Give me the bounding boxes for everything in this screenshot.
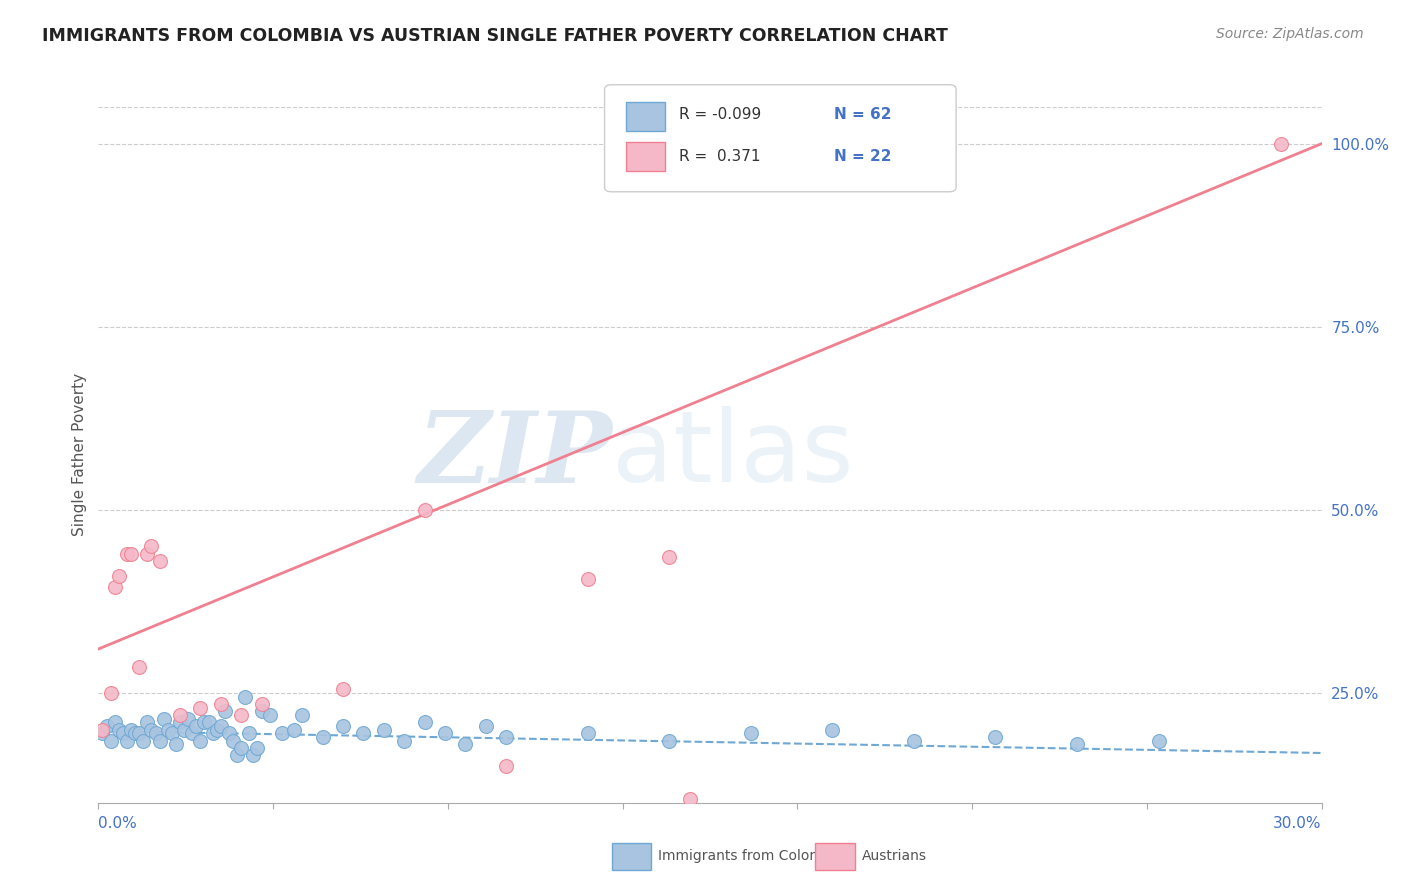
Point	[149, 554, 172, 568]
Point	[392, 733, 416, 747]
Point	[231, 707, 253, 722]
Point	[115, 733, 138, 747]
Point	[291, 707, 314, 722]
Point	[193, 715, 215, 730]
Point	[218, 726, 240, 740]
Point	[181, 726, 204, 740]
Point	[214, 704, 236, 718]
Point	[332, 682, 354, 697]
Point	[91, 723, 114, 737]
Text: IMMIGRANTS FROM COLOMBIA VS AUSTRIAN SINGLE FATHER POVERTY CORRELATION CHART: IMMIGRANTS FROM COLOMBIA VS AUSTRIAN SIN…	[42, 27, 948, 45]
Point	[270, 726, 294, 740]
Point	[434, 726, 457, 740]
Point	[152, 712, 174, 726]
Text: 30.0%: 30.0%	[1274, 816, 1322, 831]
Text: Immigrants from Colombia: Immigrants from Colombia	[658, 849, 844, 863]
Point	[283, 723, 305, 737]
Point	[120, 723, 142, 737]
Text: Source: ZipAtlas.com: Source: ZipAtlas.com	[1216, 27, 1364, 41]
Point	[128, 660, 150, 674]
Point	[903, 733, 925, 747]
Point	[226, 748, 249, 763]
Point	[145, 726, 167, 740]
Point	[576, 726, 599, 740]
Text: Austrians: Austrians	[862, 849, 927, 863]
Point	[165, 737, 187, 751]
Point	[238, 726, 260, 740]
Point	[233, 690, 256, 704]
Point	[120, 547, 142, 561]
Point	[658, 733, 681, 747]
Point	[141, 723, 163, 737]
Point	[169, 715, 191, 730]
Point	[495, 759, 517, 773]
Point	[132, 733, 155, 747]
Point	[312, 730, 335, 744]
Point	[474, 719, 498, 733]
Point	[197, 715, 219, 730]
Point	[91, 726, 114, 740]
Point	[205, 723, 228, 737]
Point	[576, 573, 599, 587]
Point	[413, 715, 436, 730]
Point	[352, 726, 374, 740]
Point	[209, 697, 232, 711]
Point	[246, 740, 269, 755]
Point	[136, 547, 159, 561]
Point	[115, 547, 138, 561]
Text: N = 22: N = 22	[834, 149, 891, 163]
Point	[188, 700, 212, 714]
Y-axis label: Single Father Poverty: Single Father Poverty	[72, 374, 87, 536]
Point	[231, 740, 253, 755]
Point	[222, 733, 245, 747]
Point	[1270, 136, 1292, 151]
Point	[149, 733, 172, 747]
Point	[104, 580, 127, 594]
Point	[111, 726, 134, 740]
Point	[108, 723, 131, 737]
Point	[156, 723, 179, 737]
Text: ZIP: ZIP	[418, 407, 612, 503]
Point	[679, 792, 702, 806]
Point	[495, 730, 517, 744]
Point	[250, 704, 273, 718]
Point	[141, 540, 163, 554]
Point	[259, 707, 281, 722]
Text: 0.0%: 0.0%	[98, 816, 138, 831]
Point	[96, 719, 118, 733]
Point	[173, 723, 195, 737]
Point	[250, 697, 273, 711]
Point	[658, 550, 681, 565]
Point	[201, 726, 224, 740]
Text: N = 62: N = 62	[834, 107, 891, 121]
Point	[177, 712, 200, 726]
Point	[169, 707, 191, 722]
Point	[740, 726, 762, 740]
Point	[108, 568, 131, 582]
Point	[454, 737, 477, 751]
Point	[188, 733, 212, 747]
Point	[1147, 733, 1170, 747]
Point	[124, 726, 146, 740]
Point	[160, 726, 183, 740]
Point	[821, 723, 844, 737]
Text: atlas: atlas	[612, 407, 853, 503]
Point	[1066, 737, 1088, 751]
Text: R = -0.099: R = -0.099	[679, 107, 761, 121]
Point	[104, 715, 127, 730]
Point	[209, 719, 232, 733]
Point	[373, 723, 395, 737]
Point	[242, 748, 264, 763]
Point	[413, 503, 436, 517]
Point	[984, 730, 1007, 744]
Point	[100, 733, 122, 747]
Text: R =  0.371: R = 0.371	[679, 149, 761, 163]
Point	[186, 719, 208, 733]
Point	[128, 726, 150, 740]
Point	[100, 686, 122, 700]
Point	[332, 719, 354, 733]
Point	[136, 715, 159, 730]
